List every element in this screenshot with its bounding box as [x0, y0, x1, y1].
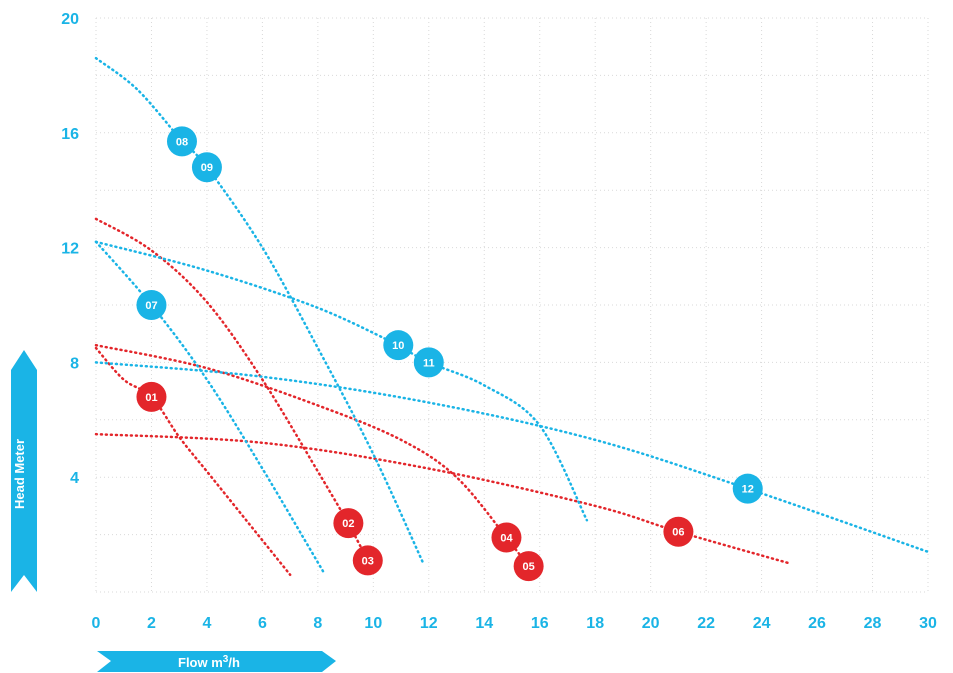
x-tick-label: 30: [919, 615, 937, 632]
x-tick-label: 16: [531, 615, 549, 632]
curve-04: [94, 343, 508, 539]
y-tick-label: 4: [70, 470, 79, 487]
x-tick-label: 6: [258, 615, 267, 632]
marker-circle: [491, 522, 522, 553]
x-tick-label: 20: [642, 615, 660, 632]
x-axis-arrow: [97, 651, 336, 672]
x-tick-label: 4: [202, 615, 211, 632]
curve-12: [94, 361, 930, 554]
x-tick-label: 22: [697, 615, 715, 632]
y-tick-label: 12: [61, 241, 79, 258]
marker-08: 08: [166, 126, 197, 157]
x-tick-label: 0: [92, 615, 101, 632]
marker-12: 12: [732, 473, 763, 504]
marker-label: 07: [145, 300, 157, 312]
marker-label: 06: [672, 527, 684, 539]
x-tick-label: 10: [364, 615, 382, 632]
marker-04: 04: [491, 522, 522, 553]
x-axis-label: Flow m3/h: [178, 654, 240, 670]
marker-circle: [136, 381, 167, 412]
x-axis-label-suffix: /h: [228, 655, 240, 670]
y-tick-label: 8: [70, 355, 79, 372]
x-tick-label: 18: [586, 615, 604, 632]
markers: 01 02 03 04 05 06 07 08 09 10 11 12: [136, 126, 763, 582]
y-axis-label: Head Meter: [12, 439, 27, 509]
x-tick-label: 28: [864, 615, 882, 632]
marker-label: 01: [145, 392, 157, 404]
marker-label: 02: [342, 518, 354, 530]
y-tick-label: 20: [61, 11, 79, 28]
marker-06: 06: [663, 516, 694, 547]
curves: [94, 56, 930, 577]
x-axis-ticks: 0 2 4 6 8 10 12 14 16 18 20 22 24 26 28 30: [92, 615, 937, 632]
curve-08: [94, 56, 184, 143]
marker-label: 03: [362, 555, 374, 567]
curve-07: [94, 240, 325, 574]
x-axis-title: Flow m3/h: [97, 651, 336, 672]
curve-01: [94, 346, 292, 577]
marker-circle: [333, 508, 364, 539]
marker-circle: [166, 126, 197, 157]
marker-label: 08: [176, 136, 188, 148]
marker-10: 10: [383, 330, 414, 361]
marker-circle: [663, 516, 694, 547]
x-tick-label: 24: [753, 615, 771, 632]
marker-circle: [191, 152, 222, 183]
marker-label: 12: [742, 484, 754, 496]
marker-label: 10: [392, 340, 404, 352]
marker-circle: [413, 347, 444, 378]
marker-circle: [383, 330, 414, 361]
marker-label: 05: [523, 561, 535, 573]
marker-01: 01: [136, 381, 167, 412]
marker-label: 09: [201, 162, 213, 174]
marker-circle: [136, 290, 167, 320]
marker-circle: [513, 551, 544, 582]
marker-circle: [732, 473, 763, 504]
curve-02: [94, 217, 350, 525]
marker-07: 07: [136, 290, 167, 320]
marker-03: 03: [352, 545, 383, 576]
x-tick-label: 26: [808, 615, 826, 632]
x-axis-label-main: Flow m: [178, 655, 223, 670]
marker-11: 11: [413, 347, 444, 378]
marker-label: 04: [500, 532, 513, 544]
marker-02: 02: [333, 508, 364, 539]
y-axis-ticks: 4 8 12 16 20: [61, 11, 79, 487]
x-tick-label: 14: [475, 615, 493, 632]
x-axis-label-sup: 3: [223, 654, 229, 665]
curve-10: [94, 240, 400, 347]
x-tick-label: 8: [313, 615, 322, 632]
y-tick-label: 16: [61, 126, 79, 143]
x-tick-label: 12: [420, 615, 438, 632]
marker-circle: [352, 545, 383, 576]
x-tick-label: 2: [147, 615, 156, 632]
marker-label: 11: [423, 357, 435, 369]
y-axis-title: Head Meter: [11, 350, 37, 592]
y-axis-arrow: [11, 350, 37, 592]
marker-05: 05: [513, 551, 544, 582]
marker-09: 09: [191, 152, 222, 183]
grid: [95, 17, 929, 593]
